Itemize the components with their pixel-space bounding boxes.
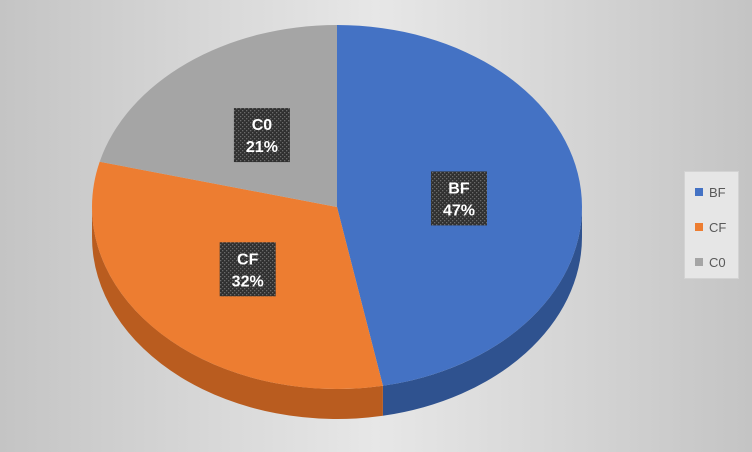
pie-side-cf (92, 207, 383, 419)
legend-label-c0: C0 (709, 254, 726, 270)
legend-item-cf: CF (695, 219, 726, 235)
data-label-percent-bf: 47% (443, 202, 475, 219)
data-label-box-bf (430, 171, 487, 226)
data-label-name-bf: BF (448, 180, 470, 197)
legend-item-c0: C0 (695, 254, 726, 270)
data-label-box-c0 (233, 108, 290, 163)
data-label-percent-c0: 21% (246, 139, 278, 156)
pie-side-bf (382, 207, 582, 416)
data-label-percent-cf: 32% (232, 273, 264, 290)
data-label-cf: CF 32% (219, 242, 276, 297)
data-label-bf: BF 47% (430, 171, 487, 226)
data-label-box-cf (219, 242, 276, 297)
legend-label-bf: BF (709, 184, 726, 200)
legend-item-bf: BF (695, 184, 726, 200)
legend-swatch-cf (695, 223, 703, 231)
legend-label-cf: CF (709, 219, 727, 235)
chart-legend: BF CF C0 (684, 171, 739, 279)
data-label-name-c0: C0 (252, 117, 273, 134)
legend-swatch-c0 (695, 258, 703, 266)
data-label-name-cf: CF (237, 251, 259, 268)
legend-swatch-bf (695, 188, 703, 196)
